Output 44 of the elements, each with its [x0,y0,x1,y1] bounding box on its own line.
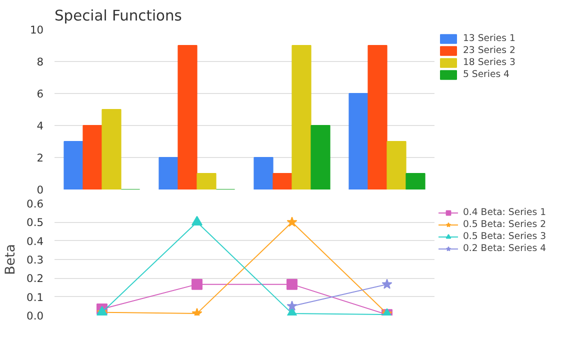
legend-label: 0.5 Beta: Series 3 [463,231,546,242]
y-tick-label: 10 [30,24,44,36]
point [286,300,298,311]
bar [310,125,330,190]
legend-label: 0.5 Beta: Series 2 [463,219,546,230]
y-tick-label: 0 [36,184,44,196]
bar [64,141,84,190]
y-tick-label: 0.5 [26,216,44,230]
bar [386,141,406,190]
bar [368,45,388,190]
legend-label: 5 Series 4 [463,69,510,80]
y-tick-label: 0.4 [26,234,44,248]
y-tick-label: 6 [36,88,44,100]
y-tick-label: 0.6 [26,198,44,210]
bar [82,125,102,190]
y-tick-label: 4 [36,120,44,132]
legend-label: 13 Series 1 [463,33,516,44]
bar [254,157,274,190]
chart-title: Special Functions [54,8,182,24]
bar [178,45,198,190]
point [286,216,298,227]
y-tick-label: 2 [36,152,44,164]
legend-label: 18 Series 3 [463,57,516,68]
bar [348,93,368,190]
legend-label: 0.2 Beta: Series 4 [463,243,546,254]
legend-label: 0.4 Beta: Series 1 [463,207,546,218]
point [192,278,202,290]
bar [158,157,178,190]
y-tick-label: 0.3 [26,254,44,266]
y-axis-title: Beta [4,244,19,275]
bar [102,109,122,190]
bar [292,45,312,190]
point [192,216,202,226]
bar [406,173,426,190]
legend-label: 23 Series 2 [463,45,516,56]
y-tick-label: 8 [36,56,44,68]
y-tick-label: 0.0 [26,310,44,322]
y-tick-label: 0.2 [26,272,44,286]
y-tick-label: 0.1 [26,290,44,304]
bar [272,173,292,190]
bar [196,173,216,190]
point [286,278,298,290]
point [382,278,392,289]
point [192,308,202,316]
